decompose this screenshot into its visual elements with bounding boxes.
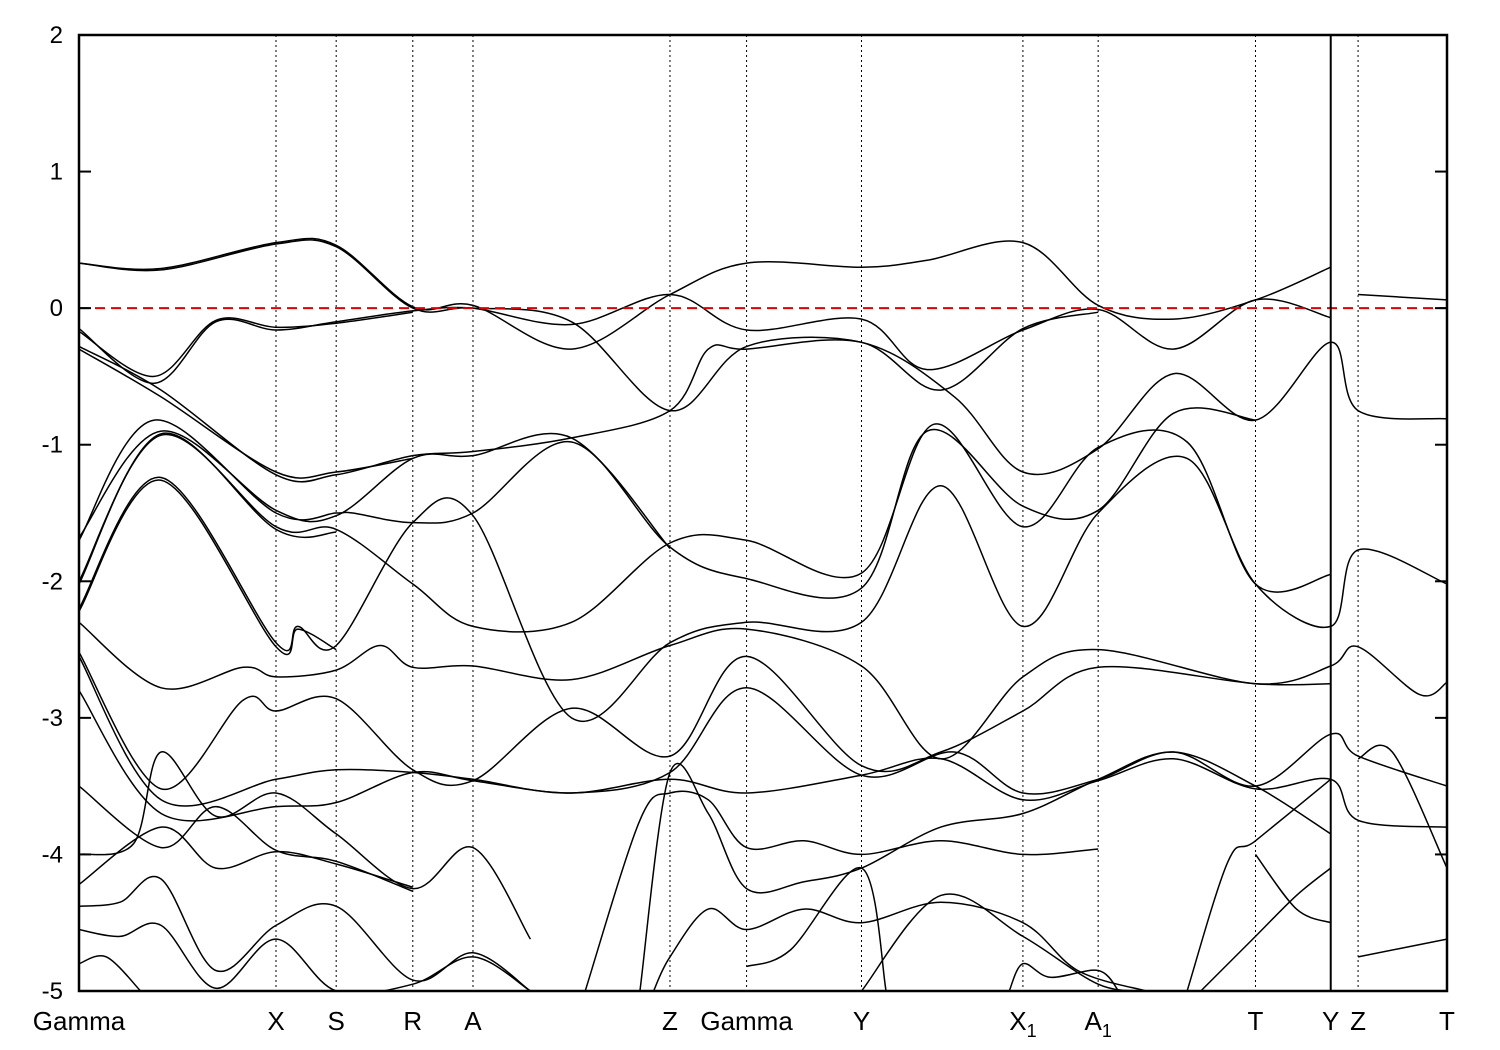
band-line-3: [79, 311, 413, 378]
kpoint-label: Y: [853, 1006, 870, 1036]
kpoint-label: X: [267, 1006, 284, 1036]
kpoint-label: T: [1439, 1006, 1455, 1036]
kpoint-label-text: T: [1439, 1006, 1455, 1036]
kpoint-label: X1: [1009, 1006, 1036, 1041]
kpoint-label: A1: [1084, 1006, 1111, 1041]
band-line-13: [79, 651, 1331, 790]
kpoint-label: R: [403, 1006, 422, 1036]
kpoint-label: Z: [1350, 1006, 1366, 1036]
x-axis: Gamma X S R A Z Gamma Y X1 A1 T Y Z T: [33, 1006, 1455, 1041]
kpoint-label: Gamma: [33, 1006, 126, 1036]
kpoint-label: Z: [662, 1006, 678, 1036]
kpoint-label-text: A: [1084, 1006, 1102, 1036]
kpoint-label-text: Y: [1322, 1006, 1339, 1036]
band-line-21: [79, 955, 142, 991]
kpoint-label-subscript: 1: [1027, 1021, 1037, 1041]
kpoint-label-text: Gamma: [33, 1006, 126, 1036]
band-line-32: [1357, 744, 1447, 869]
y-tick-label: -4: [42, 841, 63, 868]
y-tick-label: -2: [42, 568, 63, 595]
band-line-1: [79, 239, 1331, 371]
band-line-8: [79, 423, 1331, 633]
kpoint-label-text: Z: [1350, 1006, 1366, 1036]
kpoint-label-text: Gamma: [700, 1006, 793, 1036]
kpoint-label: S: [328, 1006, 345, 1036]
band-line-10: [79, 455, 1447, 722]
y-tick-label: -3: [42, 705, 63, 732]
band-line-12: [79, 621, 1447, 760]
band-line-25: [746, 867, 887, 991]
band-line-2: [79, 306, 1099, 412]
band-line-7: [79, 430, 671, 549]
band-line-16: [79, 751, 532, 940]
plot-frame: [77, 33, 1449, 993]
band-line-5: [79, 348, 413, 479]
kpoint-label-text: X: [267, 1006, 284, 1036]
y-tick-label: 2: [50, 22, 63, 49]
band-line-26: [860, 893, 1147, 991]
band-line-15: [79, 690, 1447, 828]
band-line-19: [79, 875, 531, 991]
kpoint-label-text: Y: [853, 1006, 870, 1036]
kpoint-label-subscript: 1: [1102, 1021, 1112, 1041]
kpoint-label-text: R: [403, 1006, 422, 1036]
band-line-24: [652, 901, 1147, 991]
band-line-0: [79, 237, 1331, 350]
band-line-28: [1186, 778, 1332, 991]
kpoint-label: Gamma: [700, 1006, 793, 1036]
kpoint-label-text: S: [328, 1006, 345, 1036]
band-line-11: [79, 479, 337, 656]
band-line-23: [639, 751, 1332, 991]
band-line-30: [1254, 853, 1331, 924]
band-line-31: [1357, 938, 1447, 958]
kpoint-label-text: A: [464, 1006, 482, 1036]
band-line-20: [79, 922, 531, 991]
band-line-27: [1008, 962, 1120, 991]
y-tick-label: 0: [50, 295, 63, 322]
band-line-14: [79, 656, 1447, 807]
band-line-33: [1358, 293, 1447, 301]
kpoint-label-text: X: [1009, 1006, 1026, 1036]
kpoint-lines: [275, 35, 1359, 991]
band-lines: [79, 237, 1447, 991]
kpoint-label-text: Z: [662, 1006, 678, 1036]
band-line-9: [79, 432, 337, 585]
y-tick-label: -1: [42, 432, 63, 459]
y-tick-label: -5: [42, 978, 63, 1005]
y-tick-label: 1: [50, 159, 63, 186]
y-axis: 2 1 0 -1 -2 -3 -4 -5: [42, 22, 1447, 1005]
band-line-18: [79, 826, 414, 888]
band-line-22: [584, 790, 1099, 991]
band-line-4: [79, 339, 1447, 483]
kpoint-label: A: [464, 1006, 482, 1036]
band-line-29: [1200, 867, 1332, 991]
kpoint-label: Y: [1322, 1006, 1339, 1036]
kpoint-label-text: T: [1248, 1006, 1264, 1036]
band-line-17: [79, 785, 414, 892]
band-line-6: [79, 407, 1256, 599]
kpoint-label: T: [1248, 1006, 1264, 1036]
